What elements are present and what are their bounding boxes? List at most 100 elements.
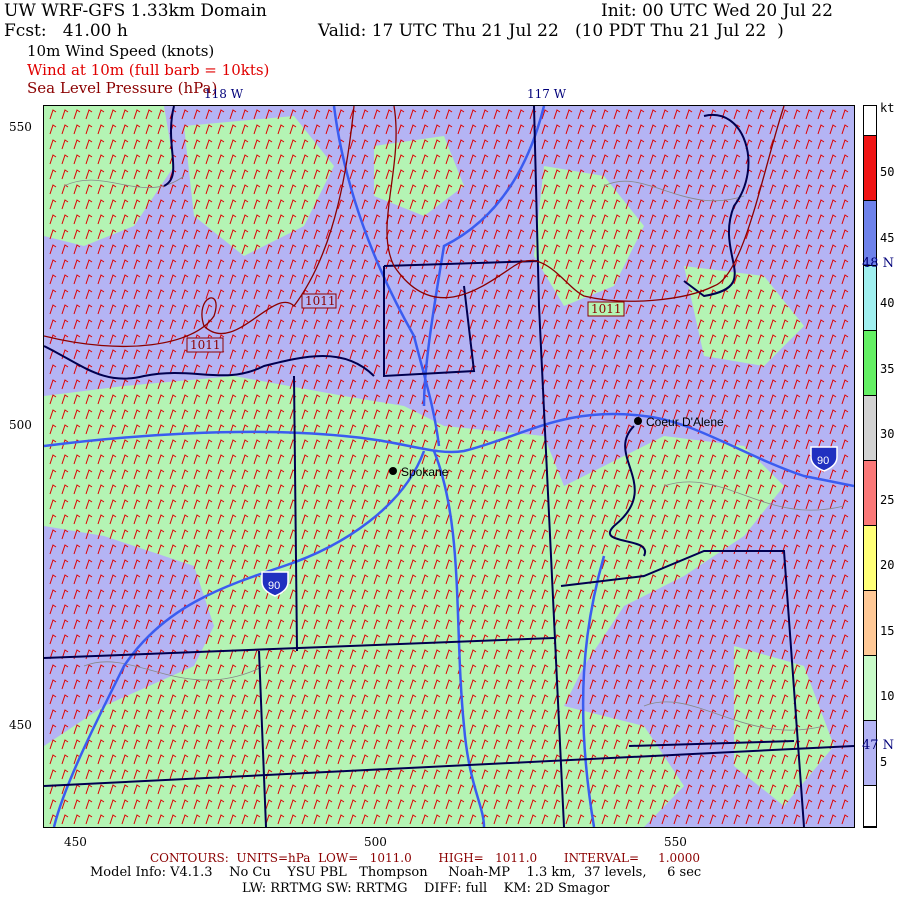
wind-barb [493, 769, 501, 780]
wind-barb [385, 664, 393, 675]
wind-barb [517, 589, 525, 600]
wind-barb [49, 394, 57, 405]
wind-barb [805, 739, 813, 750]
wind-barb [673, 214, 681, 225]
wind-barb [289, 364, 297, 375]
wind-barb [133, 679, 141, 690]
wind-barb [841, 784, 849, 795]
wind-barb [661, 694, 669, 705]
wind-barb [73, 214, 81, 225]
wind-barb [421, 334, 429, 345]
map-canvas: 1011 1011 1011 Spokane Coeur D'Alene 90 … [43, 105, 855, 828]
wind-barb [433, 349, 441, 360]
wind-barb [97, 334, 105, 345]
wind-barb [841, 319, 849, 330]
wind-barb [61, 559, 69, 570]
wind-barb [301, 814, 309, 825]
wind-barb [193, 454, 201, 465]
wind-barb [469, 739, 477, 750]
wind-barb [829, 634, 837, 645]
wind-barb [685, 439, 693, 450]
wind-barb [805, 544, 813, 555]
wind-barb [601, 649, 609, 660]
wind-barb [73, 499, 81, 510]
wind-barb [109, 709, 117, 720]
wind-barb [781, 439, 789, 450]
wind-barb [301, 274, 309, 285]
wind-barb [493, 424, 501, 435]
wind-barb [817, 349, 825, 360]
wind-barb [577, 304, 585, 315]
wind-barb [505, 364, 513, 375]
wind-barb [841, 214, 849, 225]
wind-barb [637, 514, 645, 525]
colorbar-label: 50 [880, 165, 895, 179]
wind-barb [337, 589, 345, 600]
wind-barb [769, 799, 777, 810]
wind-barb [625, 439, 633, 450]
wind-barb [601, 214, 609, 225]
wind-barb [337, 514, 345, 525]
wind-barb [337, 394, 345, 405]
wind-barb [49, 589, 57, 600]
wind-barb [721, 604, 729, 615]
wind-barb [649, 484, 657, 495]
wind-barb [421, 289, 429, 300]
wind-barb [589, 469, 597, 480]
wind-barb [613, 244, 621, 255]
wind-barb [73, 529, 81, 540]
wind-barb [721, 754, 729, 765]
wind-barb [133, 784, 141, 795]
wind-barb [157, 454, 165, 465]
wind-barb [601, 274, 609, 285]
wind-barb [289, 799, 297, 810]
wind-barb [709, 109, 717, 120]
wind-barb [805, 619, 813, 630]
wind-barb [397, 664, 405, 675]
wind-barb [541, 409, 549, 420]
wind-barb [781, 799, 789, 810]
wind-barb [529, 589, 537, 600]
wind-barb [277, 124, 285, 135]
colorbar-band [864, 266, 876, 331]
wind-barb [469, 124, 477, 135]
wind-barb [829, 199, 837, 210]
wind-barb [133, 289, 141, 300]
wind-barb [193, 574, 201, 585]
wind-barb [481, 754, 489, 765]
wind-barb [541, 184, 549, 195]
wind-barb [181, 649, 189, 660]
wind-barb [469, 604, 477, 615]
wind-barb [625, 619, 633, 630]
wind-barb [325, 409, 333, 420]
wind-barb [601, 664, 609, 675]
wind-barb [409, 559, 417, 570]
wind-barb [505, 514, 513, 525]
wind-barb [97, 574, 105, 585]
wind-barb [97, 559, 105, 570]
wind-barb [277, 199, 285, 210]
wind-barb [325, 574, 333, 585]
wind-barb [385, 409, 393, 420]
wind-barb [385, 139, 393, 150]
wind-barb [445, 814, 453, 825]
wind-barb [409, 424, 417, 435]
wind-barb [205, 304, 213, 315]
wind-barb [85, 229, 93, 240]
wind-barb [577, 454, 585, 465]
wind-barb [313, 469, 321, 480]
wind-barb [505, 739, 513, 750]
wind-barb [673, 334, 681, 345]
wind-barb [253, 619, 261, 630]
wind-barb [121, 544, 129, 555]
wind-barb [577, 394, 585, 405]
wind-barb [805, 694, 813, 705]
wind-barb [265, 784, 273, 795]
wind-barb [277, 619, 285, 630]
wind-barb [589, 274, 597, 285]
wind-barb [757, 274, 765, 285]
wind-barb [337, 364, 345, 375]
wind-barb [181, 154, 189, 165]
contour-labels: 1011 1011 1011 [186, 293, 625, 353]
wind-barb [673, 319, 681, 330]
